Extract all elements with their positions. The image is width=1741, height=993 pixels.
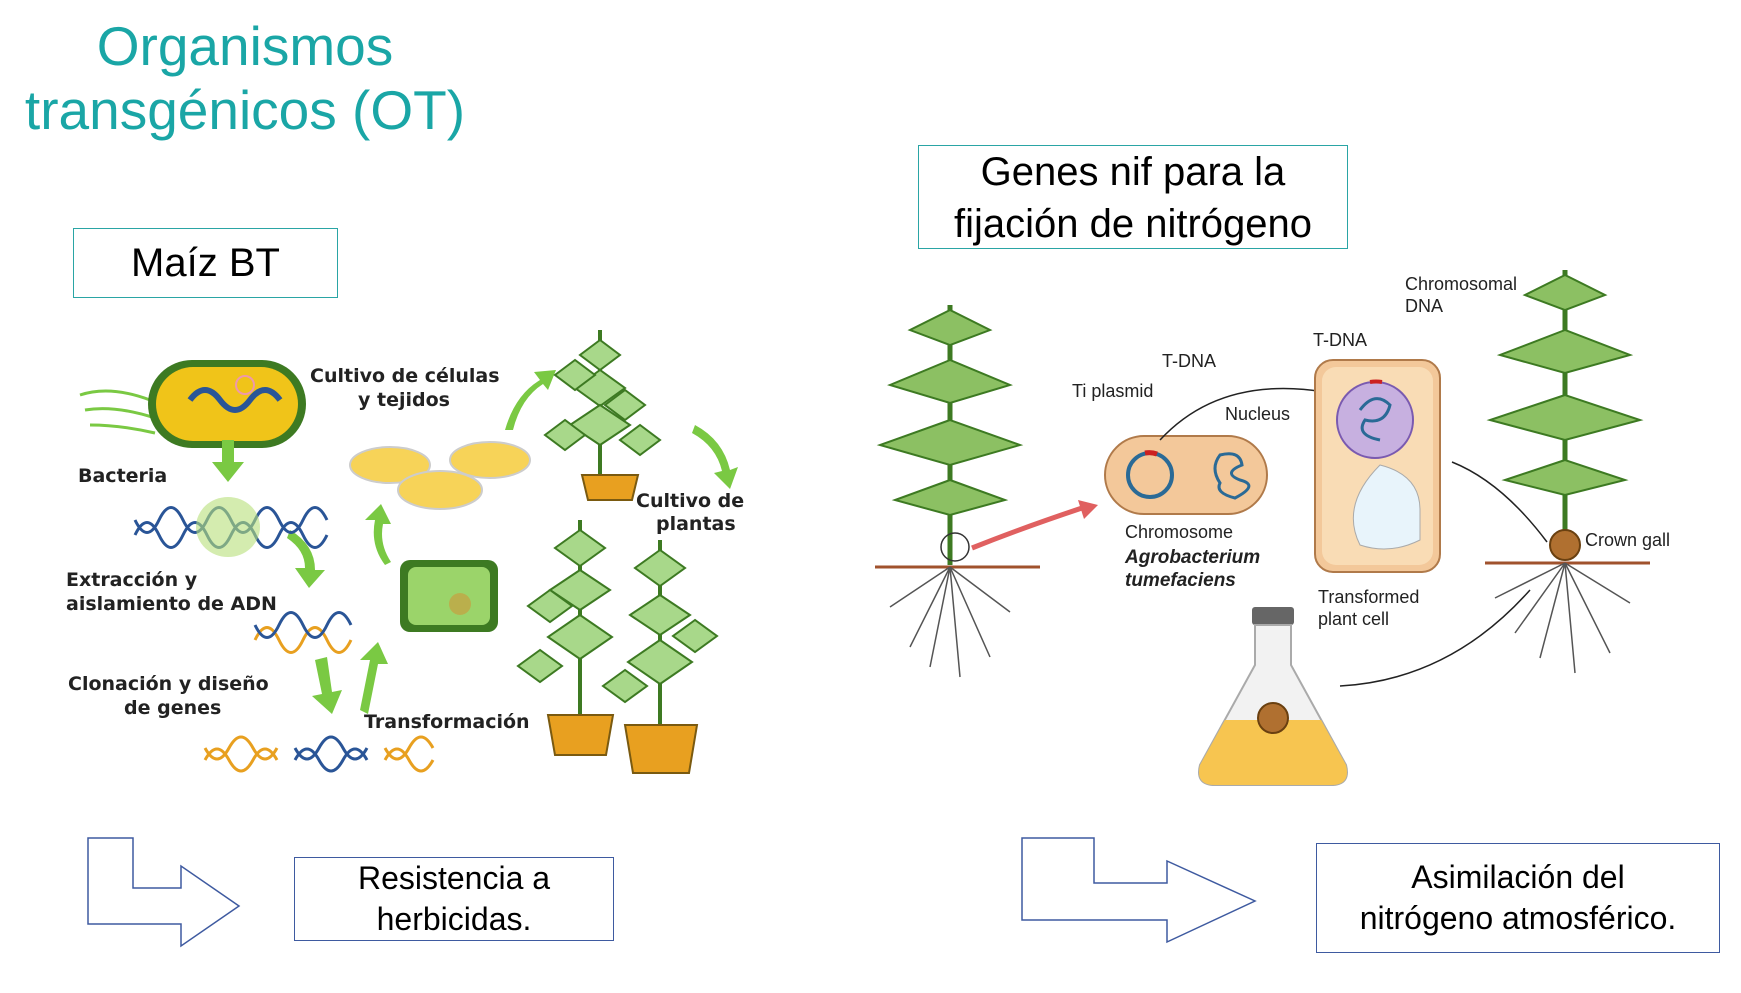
result-box-left: Resistencia a herbicidas. bbox=[294, 857, 614, 941]
genes-nif-line-1: Genes nif para la bbox=[980, 150, 1286, 194]
arrow-5 bbox=[365, 504, 391, 565]
label-agrobacterium-2: tumefaciens bbox=[1125, 570, 1236, 591]
petri-dishes-icon bbox=[349, 441, 531, 510]
label-cultivo-plantas-2: plantas bbox=[656, 513, 736, 535]
label-t-dna-a: T-DNA bbox=[1162, 351, 1216, 371]
arrow-6 bbox=[505, 370, 556, 430]
arrow-3 bbox=[312, 657, 342, 714]
result-box-right: Asimilación del nitrógeno atmosférico. bbox=[1316, 843, 1720, 953]
bent-arrow-icon-left bbox=[87, 837, 241, 948]
maiz-bt-label: Maíz BT bbox=[131, 241, 280, 285]
label-chromosome: Chromosome bbox=[1125, 522, 1233, 542]
title-line-1: Organismos bbox=[96, 15, 394, 77]
label-ti-plasmid: Ti plasmid bbox=[1072, 381, 1153, 401]
label-clonacion-2: de genes bbox=[124, 697, 221, 719]
maiz-bt-box: Maíz BT bbox=[73, 228, 338, 298]
label-t-dna-b: T-DNA bbox=[1313, 330, 1367, 350]
plant-pot-icon-2 bbox=[516, 520, 719, 774]
red-arrow-icon bbox=[971, 505, 1083, 551]
arrow-2 bbox=[287, 530, 325, 588]
result-left-line-1: Resistencia a bbox=[357, 860, 551, 896]
dna-helices bbox=[133, 497, 435, 773]
plant-cell-icon bbox=[400, 560, 498, 632]
label-extraccion-2: aislamiento de ADN bbox=[66, 593, 277, 615]
arrow-to-flask bbox=[1339, 589, 1531, 687]
result-left-line-2: herbicidas. bbox=[376, 901, 532, 937]
process-arrows bbox=[212, 370, 738, 714]
label-nucleus: Nucleus bbox=[1225, 404, 1290, 424]
label-agrobacterium-1: Agrobacterium bbox=[1124, 547, 1260, 568]
tomato-plant-icon-1 bbox=[875, 305, 1040, 678]
flask-icon bbox=[1198, 607, 1348, 786]
arrow-7 bbox=[692, 425, 738, 489]
label-chromosomal-dna-1: Chromosomal bbox=[1405, 274, 1517, 294]
agrobacterium-icon bbox=[1104, 435, 1268, 515]
label-chromosomal-dna-2: DNA bbox=[1405, 296, 1443, 316]
result-right-line-1: Asimilación del bbox=[1411, 859, 1625, 895]
label-cultivo-celulas-2: y tejidos bbox=[358, 389, 450, 411]
transfer-arrow bbox=[1159, 387, 1326, 441]
red-arrowhead-icon bbox=[1078, 500, 1098, 519]
arrow-1 bbox=[212, 440, 244, 482]
label-transformacion: Transformación bbox=[364, 711, 530, 733]
page-title: Organismos transgénicos (OT) bbox=[10, 14, 480, 142]
tomato-plant-icon-2 bbox=[1485, 270, 1650, 674]
label-cultivo-celulas-1: Cultivo de células bbox=[310, 365, 500, 387]
plant-cell-transformed-icon bbox=[1314, 359, 1441, 573]
arrow-4 bbox=[360, 642, 388, 714]
label-crown-gall: Crown gall bbox=[1585, 530, 1670, 550]
label-clonacion-1: Clonación y diseño bbox=[68, 673, 269, 695]
genes-nif-line-2: fijación de nitrógeno bbox=[953, 202, 1313, 246]
label-bacteria: Bacteria bbox=[78, 465, 167, 487]
label-extraccion-1: Extracción y bbox=[66, 569, 198, 591]
label-transformed-1: Transformed bbox=[1318, 587, 1419, 607]
genes-nif-box: Genes nif para la fijación de nitrógeno bbox=[918, 145, 1348, 249]
label-cultivo-plantas-1: Cultivo de bbox=[636, 490, 744, 512]
plant-pot-icon-1 bbox=[543, 330, 662, 501]
arrow-to-plant bbox=[1451, 461, 1548, 543]
label-transformed-2: plant cell bbox=[1318, 609, 1389, 629]
bent-arrow-icon-right bbox=[1021, 837, 1257, 944]
bacterium-icon bbox=[79, 360, 306, 448]
result-right-line-2: nitrógeno atmosférico. bbox=[1359, 900, 1677, 936]
title-line-2: transgénicos (OT) bbox=[24, 79, 466, 141]
